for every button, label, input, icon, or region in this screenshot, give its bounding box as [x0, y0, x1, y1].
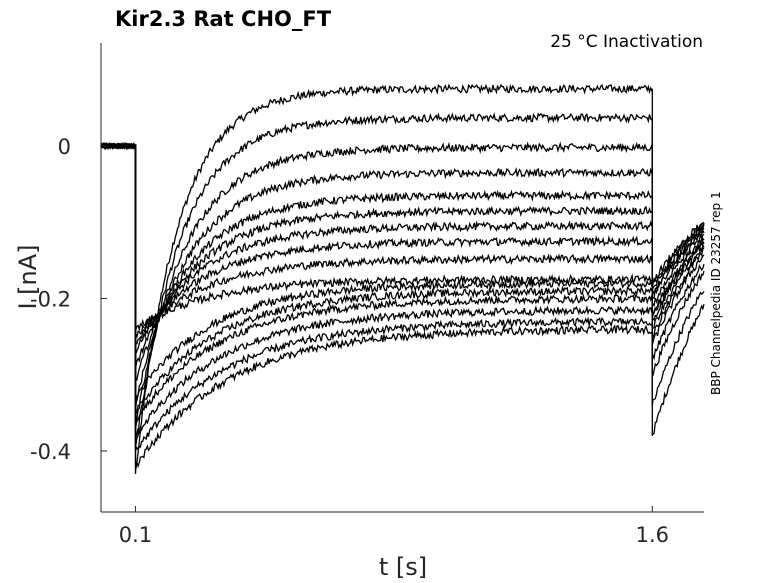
- chart-subtitle: 25 °C Inactivation: [550, 32, 703, 52]
- current-trace-11: [101, 141, 705, 399]
- current-trace-8: [100, 141, 705, 345]
- y-tick-label: 0: [58, 135, 71, 159]
- current-trace-6: [100, 142, 705, 370]
- traces-group: [100, 83, 705, 474]
- y-tick-label: -0.2: [30, 287, 71, 311]
- x-axis-label: t [s]: [379, 553, 427, 581]
- side-label: BBP Channelpedia ID 23257 rep 1: [709, 191, 723, 395]
- current-trace-10: [100, 142, 705, 332]
- x-tick-label: 0.1: [119, 523, 152, 547]
- current-trace-7: [100, 142, 705, 355]
- current-trace-1: [100, 83, 705, 474]
- current-trace-15: [100, 142, 705, 452]
- plot-area: 0.1 1.6 0 -0.2 -0.4: [30, 43, 705, 547]
- current-trace-16: [100, 142, 705, 470]
- x-tick-label: 1.6: [636, 523, 669, 547]
- current-trace-12: [100, 141, 705, 416]
- ticks-group: 0.1 1.6 0 -0.2 -0.4: [30, 135, 669, 547]
- chart-title: Kir2.3 Rat CHO_FT: [115, 7, 332, 31]
- current-trace-3: [100, 141, 705, 429]
- current-trace-2: [100, 112, 705, 452]
- current-trace-4: [100, 142, 705, 407]
- y-axis-label: I [nA]: [14, 244, 42, 309]
- current-trace-13: [100, 141, 705, 425]
- y-tick-label: -0.4: [30, 440, 71, 464]
- current-trace-14: [100, 141, 705, 440]
- current-trace-9: [100, 142, 705, 338]
- current-trace-5: [100, 142, 705, 383]
